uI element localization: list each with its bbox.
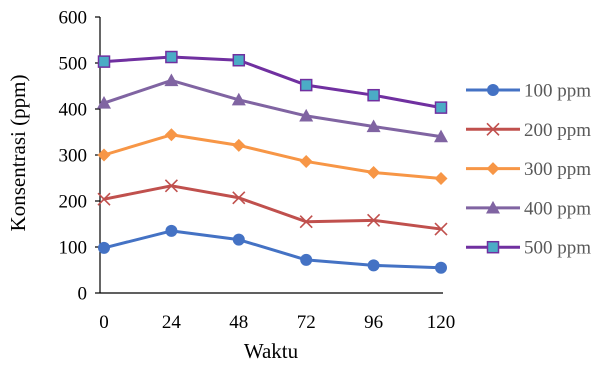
x-tick-label: 96	[364, 312, 383, 333]
series-group	[97, 50, 448, 274]
data-point	[434, 171, 448, 185]
data-point	[487, 84, 499, 96]
series-400-ppm	[97, 73, 448, 143]
data-point	[366, 119, 381, 133]
data-point	[486, 200, 500, 214]
x-tick-label: 72	[297, 312, 316, 333]
data-point	[486, 162, 500, 176]
legend-item: 500 ppm	[466, 238, 591, 259]
data-point	[367, 259, 380, 272]
legend-label: 400 ppm	[524, 198, 591, 219]
data-point	[164, 128, 178, 142]
legend-item: 200 ppm	[466, 120, 591, 141]
data-point	[232, 138, 246, 152]
data-point	[97, 96, 111, 109]
data-point	[97, 55, 111, 68]
x-tick-label: 120	[427, 312, 456, 333]
legend-item: 300 ppm	[466, 159, 591, 180]
series-line	[102, 55, 443, 110]
series-line	[102, 78, 443, 139]
series-200-ppm	[97, 179, 448, 236]
data-point	[165, 50, 178, 64]
series-300-ppm	[97, 128, 448, 185]
series-line	[102, 133, 443, 180]
data-point	[164, 73, 179, 87]
data-point	[367, 213, 381, 227]
y-tick-label: 100	[59, 238, 88, 259]
y-tick-label: 400	[59, 100, 88, 121]
legend-label: 200 ppm	[524, 120, 591, 141]
legend-item: 100 ppm	[466, 81, 591, 102]
legend-label: 500 ppm	[524, 238, 591, 259]
data-point	[300, 253, 313, 266]
data-point	[299, 215, 313, 229]
data-point	[367, 88, 380, 102]
series-line	[102, 229, 443, 270]
legend: 100 ppm 200 ppm 300 ppm 400 ppm 500 ppm	[466, 81, 591, 259]
x-tick-label: 24	[162, 312, 182, 333]
data-point	[165, 224, 178, 237]
data-point	[232, 53, 246, 67]
data-point	[486, 122, 500, 136]
data-point	[299, 78, 313, 92]
data-point	[299, 154, 313, 168]
data-point	[232, 233, 245, 246]
legend-label: 100 ppm	[524, 81, 591, 102]
series-500-ppm	[97, 50, 448, 114]
y-axis-title: Konsentrasi (ppm)	[6, 75, 30, 232]
data-point	[164, 179, 178, 193]
data-point	[434, 129, 448, 143]
y-tick-label: 0	[78, 284, 88, 305]
data-point	[434, 222, 448, 236]
x-tick-labels: 0 24 48 72 96 120	[99, 312, 455, 333]
data-point	[299, 108, 314, 122]
legend-item: 400 ppm	[466, 198, 591, 219]
y-tick-label: 600	[59, 8, 88, 29]
y-tick-labels: 0 100 200 300 400 500 600	[59, 8, 100, 305]
series-100-ppm	[98, 224, 447, 274]
data-point	[231, 92, 246, 106]
data-point	[486, 240, 500, 254]
x-axis-title: Waktu	[244, 339, 299, 363]
data-point	[97, 148, 111, 162]
x-tick-label: 0	[99, 312, 109, 333]
data-point	[97, 192, 111, 206]
legend-label: 300 ppm	[524, 159, 591, 180]
data-point	[367, 165, 381, 179]
series-line	[102, 184, 443, 231]
x-tick-label: 48	[229, 312, 248, 333]
data-point	[434, 101, 448, 114]
y-tick-label: 300	[59, 146, 88, 167]
data-point	[435, 261, 447, 274]
y-tick-label: 200	[59, 192, 88, 213]
data-point	[232, 191, 246, 205]
y-tick-label: 500	[59, 54, 88, 75]
data-point	[98, 241, 110, 254]
